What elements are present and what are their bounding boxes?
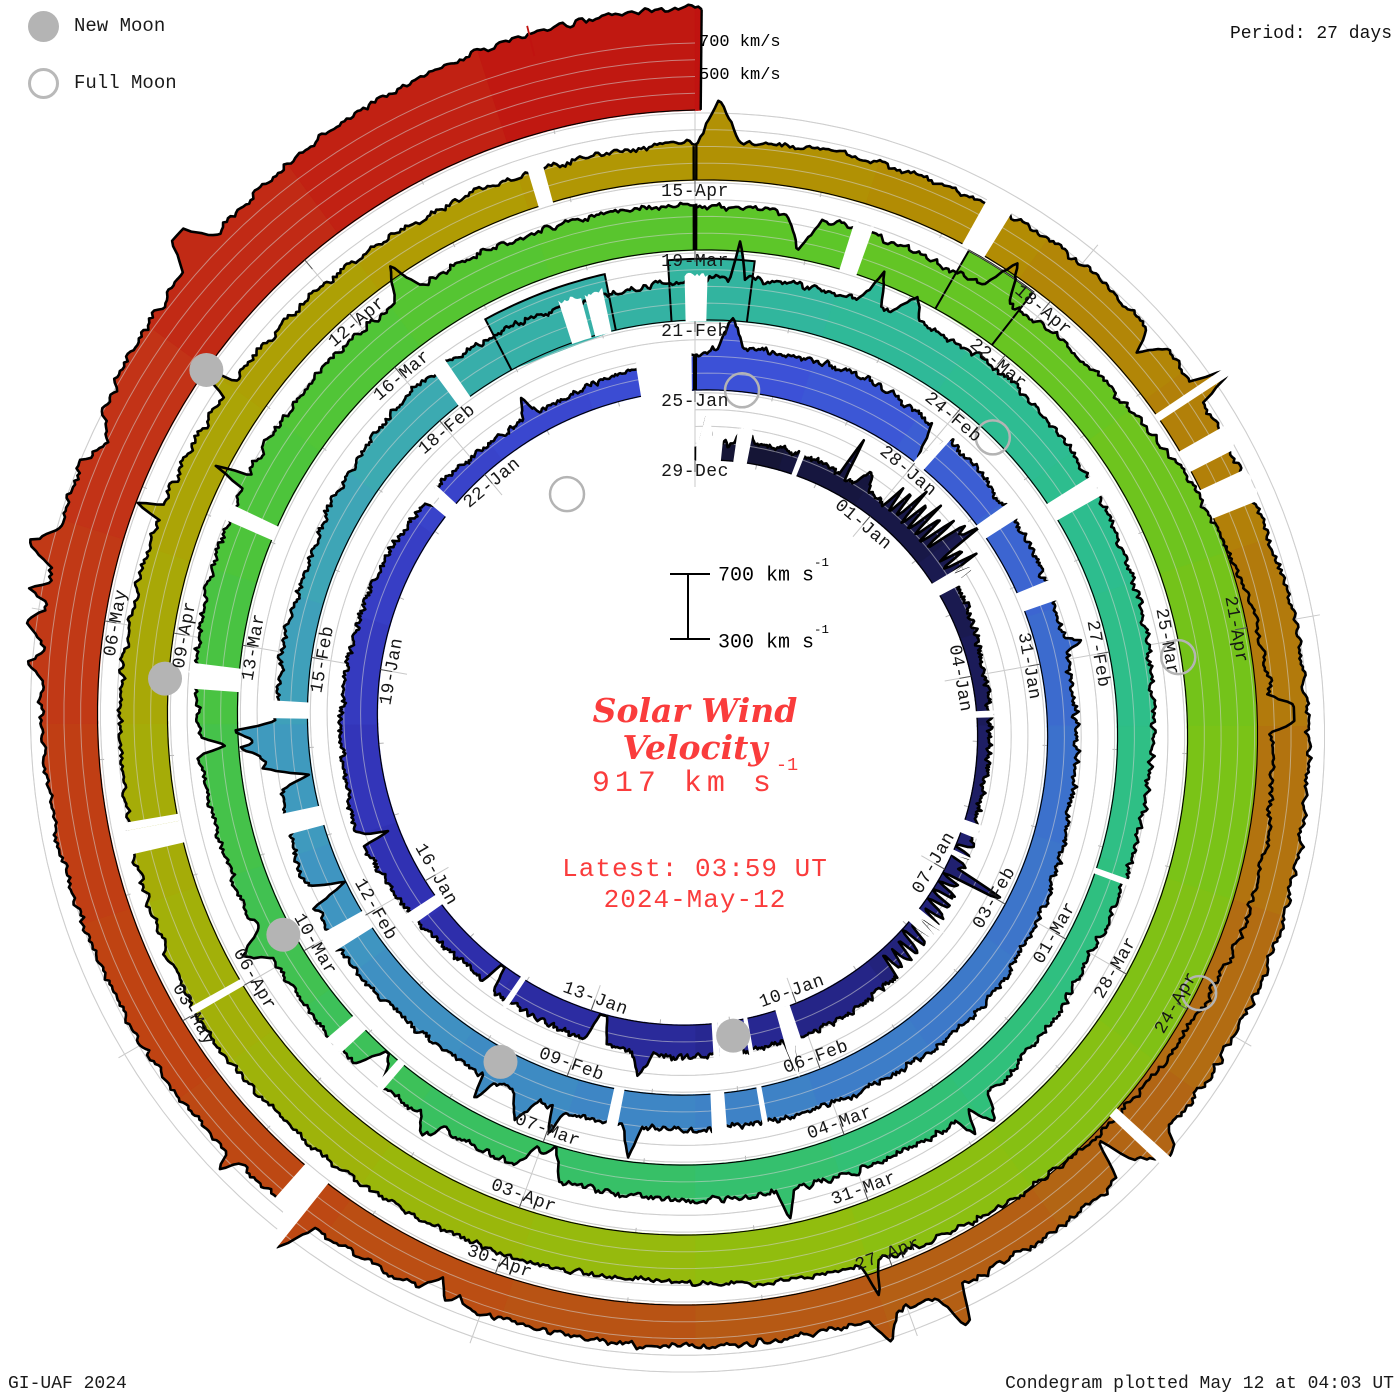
gridline-700-label: 700 km/s [699, 33, 781, 52]
scale-key-bottom-label: 300 km s-1 [718, 623, 829, 655]
red-spike [526, 25, 536, 57]
date-label-15-Apr: 15-Apr [661, 182, 729, 202]
scale-key-bar [687, 574, 689, 640]
legend-full-moon: Full Moon [28, 67, 177, 99]
scale-key-top-cap [670, 573, 710, 575]
credit-label: GI-UAF 2024 [8, 1374, 127, 1394]
plotted-label: Condegram plotted May 12 at 04:03 UT [1005, 1374, 1394, 1394]
new-moon-marker [189, 352, 224, 387]
new-moon-marker [266, 917, 301, 952]
latest-time: Latest: 03:59 UT [562, 854, 828, 884]
period-label: Period: 27 days [1229, 24, 1392, 44]
scale-key-bottom-cap [670, 638, 710, 640]
scale-key-top-label: 700 km s-1 [718, 556, 829, 588]
new-moon-marker [716, 1018, 751, 1053]
full-moon-marker [1160, 638, 1197, 676]
full-moon-marker [974, 419, 1012, 456]
date-label-21-Feb: 21-Feb [661, 322, 729, 342]
new-moon-marker [148, 661, 183, 696]
gridline-500-label: 500 km/s [699, 66, 781, 85]
full-moon-label: Full Moon [74, 72, 177, 94]
new-moon-icon [28, 10, 59, 42]
full-moon-marker [1180, 974, 1218, 1012]
chart-title-line1: Solar Wind [592, 691, 798, 730]
data-gaps [121, 161, 1259, 1252]
latest-date: 2024-May-12 [603, 885, 787, 915]
date-label-19-Mar: 19-Mar [661, 252, 729, 272]
date-label-29-Dec: 29-Dec [661, 462, 729, 482]
current-velocity: 917 km s-1 [591, 754, 799, 801]
date-label-25-Jan: 25-Jan [661, 392, 729, 412]
chart-title-line2: Velocity [622, 728, 768, 767]
new-moon-label: New Moon [74, 15, 166, 37]
full-moon-marker [548, 475, 586, 513]
legend-new-moon: New Moon [28, 10, 177, 42]
moon-legend: New Moon Full Moon [28, 10, 177, 124]
chart-title: Solar Wind Velocity [475, 692, 915, 766]
full-moon-marker [723, 372, 761, 409]
moon-markers [148, 352, 1218, 1079]
new-moon-marker [483, 1044, 518, 1079]
full-moon-icon [28, 67, 59, 99]
